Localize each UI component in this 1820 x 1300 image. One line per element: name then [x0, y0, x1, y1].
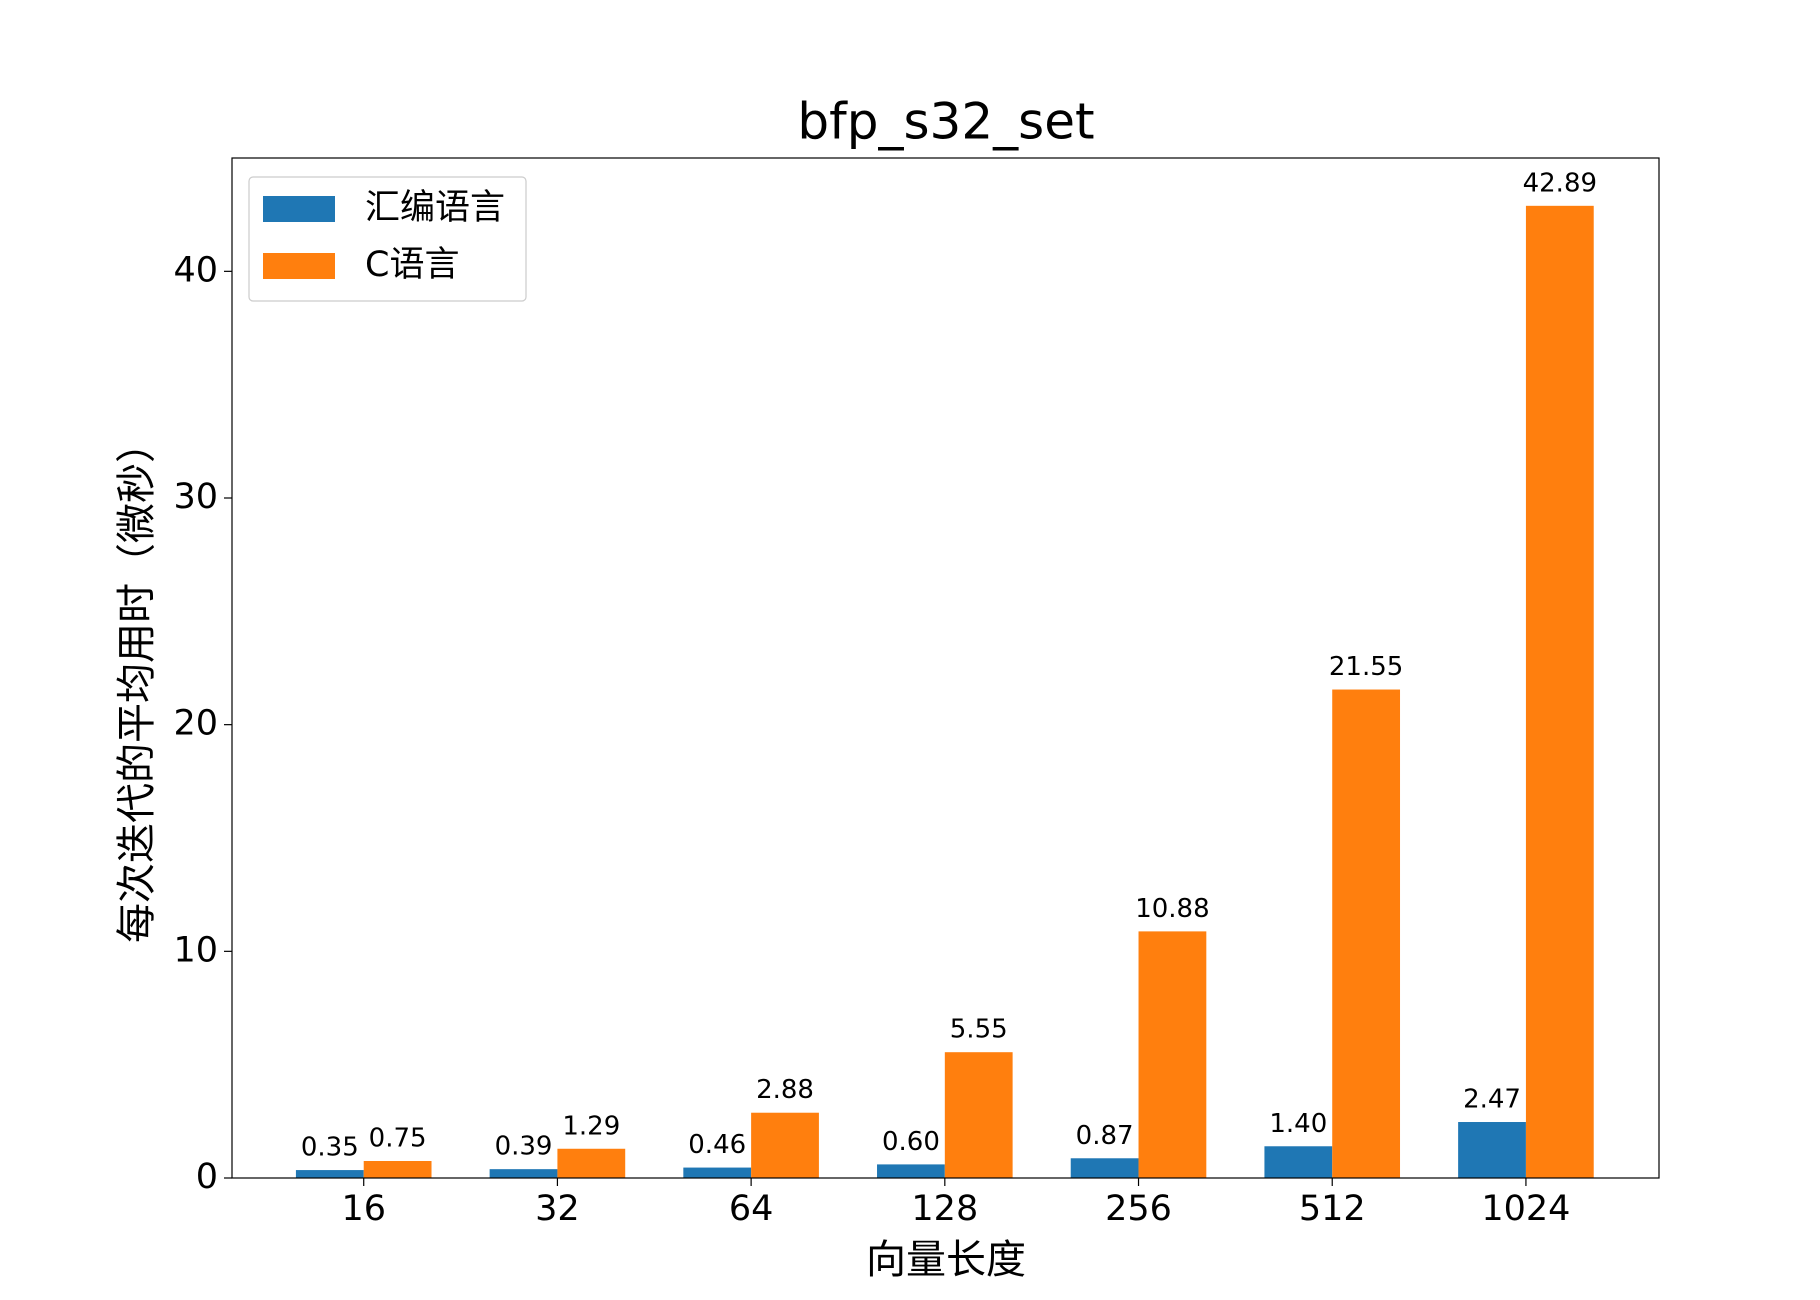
bar [877, 1164, 945, 1178]
x-tick-label: 32 [535, 1189, 580, 1229]
x-tick-label: 64 [729, 1189, 774, 1229]
x-tick-label: 1024 [1481, 1189, 1570, 1229]
value-label: 0.60 [882, 1127, 940, 1157]
value-label: 10.88 [1135, 894, 1209, 924]
x-tick-label: 256 [1105, 1189, 1172, 1229]
bar [489, 1169, 558, 1178]
value-label: 0.35 [301, 1133, 359, 1163]
legend-swatch [263, 196, 335, 222]
plot-frame [231, 157, 1660, 1179]
x-tick-label: 16 [341, 1189, 386, 1229]
x-tick-label: 128 [911, 1189, 978, 1229]
value-label: 5.55 [950, 1015, 1008, 1045]
x-tick-label: 512 [1299, 1189, 1366, 1229]
bar [1264, 1146, 1333, 1178]
bar [683, 1167, 752, 1178]
legend-swatch [263, 253, 335, 279]
y-tick-label: 0 [196, 1157, 218, 1197]
y-tick-label: 30 [173, 477, 218, 517]
value-label: 1.29 [562, 1111, 620, 1141]
bar [944, 1052, 1013, 1178]
value-label: 42.89 [1523, 168, 1597, 198]
value-label: 0.75 [369, 1124, 427, 1154]
value-label: 2.47 [1463, 1085, 1521, 1115]
bar [363, 1161, 432, 1178]
x-axis-label: 向量长度 [866, 1237, 1026, 1283]
value-label: 0.46 [688, 1130, 746, 1160]
bar [557, 1148, 626, 1178]
bar [751, 1112, 819, 1178]
value-label: 21.55 [1329, 652, 1403, 682]
value-label: 2.88 [756, 1075, 814, 1105]
y-tick-label: 10 [173, 930, 218, 970]
bar [295, 1170, 364, 1178]
bar [1332, 689, 1401, 1178]
value-label: 0.39 [495, 1132, 553, 1162]
y-tick-label: 20 [173, 704, 218, 744]
bar [1138, 931, 1207, 1178]
bar [1070, 1158, 1139, 1178]
legend-label: 汇编语言 [365, 188, 505, 228]
y-tick-label: 40 [173, 250, 218, 290]
bar [1525, 205, 1594, 1178]
value-label: 0.87 [1076, 1121, 1134, 1151]
value-label: 1.40 [1269, 1109, 1327, 1139]
legend-label: C语言 [365, 245, 459, 285]
chart-title: bfp_s32_set [797, 93, 1094, 151]
bar [1458, 1122, 1526, 1178]
y-axis-label: 每次迭代的平均用时（微秒） [114, 423, 160, 943]
